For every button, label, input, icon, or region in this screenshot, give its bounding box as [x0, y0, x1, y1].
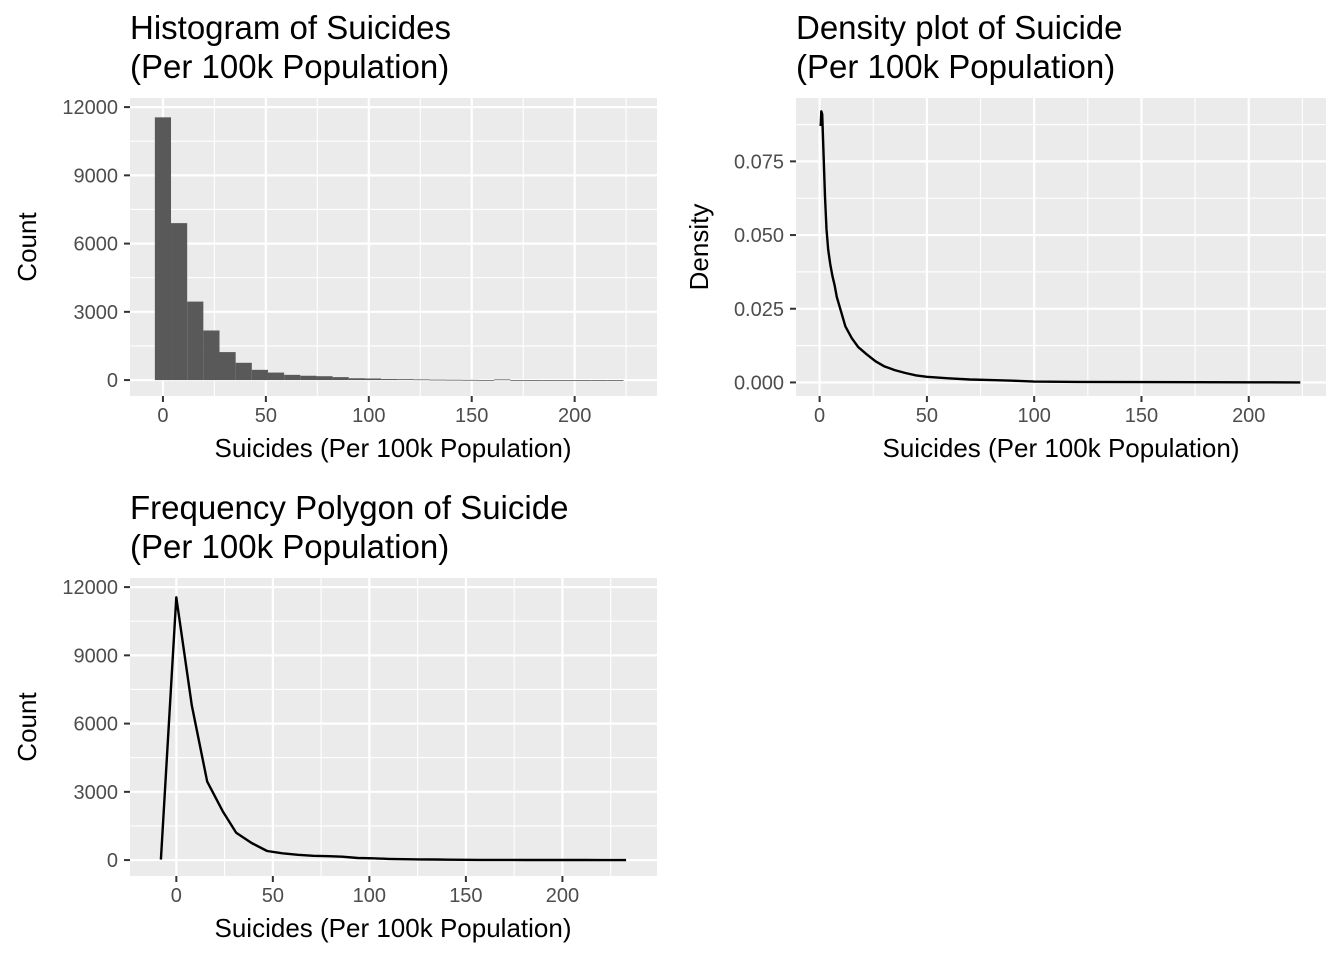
freqpoly-x-tick-label: 150 — [449, 885, 482, 907]
histogram-bar — [300, 375, 317, 381]
freqpoly-panel: Frequency Polygon of Suicide (Per 100k P… — [12, 489, 657, 943]
freqpoly-y-tick-label: 12000 — [62, 577, 118, 599]
histogram-panel: Histogram of Suicides (Per 100k Populati… — [12, 9, 657, 463]
density-x-axis-title: Suicides (Per 100k Population) — [883, 433, 1240, 463]
histogram-x-axis: 0 50 100 150 200 — [157, 396, 591, 427]
freqpoly-title: Frequency Polygon of Suicide — [130, 489, 568, 526]
histogram-bar — [413, 379, 430, 381]
freqpoly-x-tick-label: 0 — [171, 885, 182, 907]
histogram-bar — [478, 379, 495, 381]
freqpoly-x-axis: 0 50 100 150 200 — [171, 876, 579, 907]
freqpoly-x-tick-label: 200 — [546, 885, 579, 907]
density-y-axis: 0.000 0.025 0.050 0.075 — [734, 151, 796, 394]
histogram-bar — [203, 330, 220, 381]
freqpoly-y-tick-label: 3000 — [74, 782, 119, 804]
histogram-title: Histogram of Suicides — [130, 9, 451, 46]
density-x-tick-label: 200 — [1232, 405, 1265, 427]
density-subtitle: (Per 100k Population) — [796, 48, 1115, 85]
histogram-bar — [332, 377, 349, 381]
freqpoly-subtitle: (Per 100k Population) — [130, 528, 449, 565]
histogram-bar — [364, 378, 382, 381]
histogram-subtitle: (Per 100k Population) — [130, 48, 449, 85]
histogram-bar — [267, 372, 285, 381]
histogram-x-tick-label: 100 — [352, 405, 385, 427]
histogram-y-tick-label: 6000 — [74, 234, 119, 256]
density-x-tick-label: 50 — [916, 405, 938, 427]
histogram-bars — [154, 117, 624, 381]
histogram-bar — [397, 379, 414, 381]
histogram-bar — [558, 380, 576, 381]
freqpoly-y-axis: 0 3000 6000 9000 12000 — [62, 577, 130, 872]
histogram-bar — [607, 380, 624, 381]
histogram-y-axis-title: Count — [12, 212, 42, 282]
histogram-x-tick-label: 50 — [255, 405, 277, 427]
histogram-bar — [235, 362, 252, 381]
histogram-bar — [542, 380, 559, 381]
histogram-bar — [445, 379, 462, 381]
freqpoly-y-tick-label: 0 — [107, 850, 118, 872]
density-x-tick-label: 150 — [1125, 405, 1158, 427]
histogram-bar — [251, 369, 268, 381]
freqpoly-line — [159, 596, 627, 862]
freqpoly-x-tick-label: 100 — [353, 885, 386, 907]
histogram-y-tick-label: 0 — [107, 370, 118, 392]
histogram-bar — [219, 352, 236, 381]
histogram-bar — [187, 301, 204, 381]
density-x-tick-label: 100 — [1017, 405, 1050, 427]
histogram-y-tick-label: 3000 — [74, 302, 119, 324]
histogram-bar — [461, 379, 479, 381]
density-y-tick-label: 0.025 — [734, 299, 784, 321]
histogram-bar — [575, 380, 592, 381]
histogram-bar — [591, 380, 608, 381]
histogram-bar — [316, 376, 333, 381]
density-curve — [819, 110, 1301, 384]
histogram-x-axis-title: Suicides (Per 100k Population) — [215, 433, 572, 463]
histogram-bar — [381, 379, 398, 381]
density-y-axis-title: Density — [684, 204, 714, 291]
histogram-bar — [348, 378, 365, 381]
histogram-y-tick-label: 9000 — [74, 165, 119, 187]
density-plot-area — [796, 98, 1326, 396]
histogram-bar — [284, 374, 301, 381]
histogram-bar — [494, 379, 511, 381]
histogram-y-axis: 0 3000 6000 9000 12000 — [62, 97, 130, 392]
freqpoly-x-tick-label: 50 — [262, 885, 284, 907]
density-x-tick-label: 0 — [814, 405, 825, 427]
freqpoly-x-axis-title: Suicides (Per 100k Population) — [215, 913, 572, 943]
histogram-bar — [510, 379, 527, 381]
density-y-tick-label: 0.050 — [734, 225, 784, 247]
histogram-bar — [171, 223, 188, 381]
histogram-bar — [154, 117, 172, 381]
freqpoly-y-axis-title: Count — [12, 692, 42, 762]
freqpoly-plot-area — [130, 578, 657, 876]
histogram-bar — [526, 380, 543, 381]
freqpoly-y-tick-label: 6000 — [74, 714, 119, 736]
density-title: Density plot of Suicide — [796, 9, 1123, 46]
density-panel: Density plot of Suicide (Per 100k Popula… — [684, 9, 1326, 463]
density-x-axis: 0 50 100 150 200 — [814, 396, 1265, 427]
histogram-x-tick-label: 0 — [157, 405, 168, 427]
histogram-bar — [429, 379, 446, 381]
histogram-y-tick-label: 12000 — [62, 97, 118, 119]
histogram-x-tick-label: 200 — [558, 405, 591, 427]
density-y-tick-label: 0.075 — [734, 151, 784, 173]
histogram-x-tick-label: 150 — [455, 405, 488, 427]
density-y-tick-label: 0.000 — [734, 372, 784, 394]
freqpoly-y-tick-label: 9000 — [74, 645, 119, 667]
